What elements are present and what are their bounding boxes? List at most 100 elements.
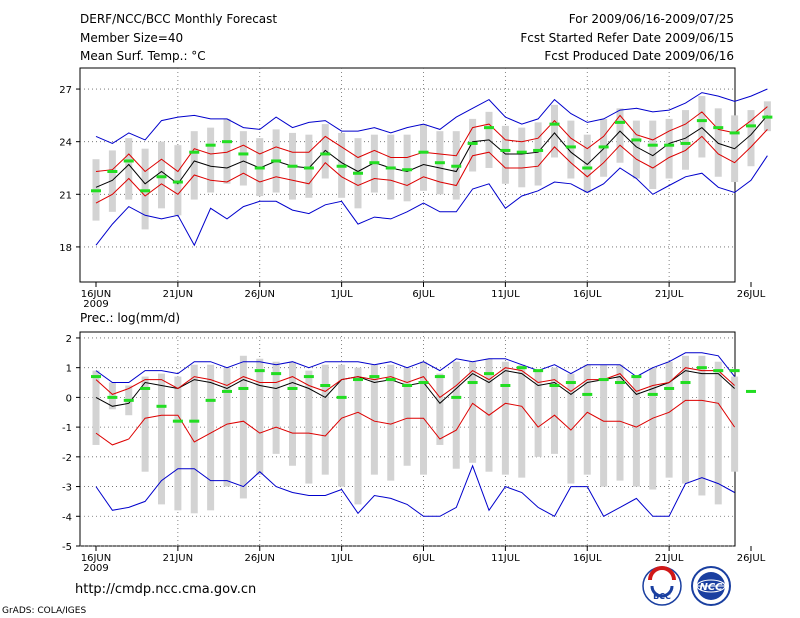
x-tick-label: 11JUL — [491, 553, 520, 564]
median-marker — [631, 138, 642, 142]
median-marker — [582, 166, 593, 170]
median-marker — [303, 166, 314, 170]
ensemble-box — [501, 361, 509, 475]
y-tick-label: 1 — [66, 364, 72, 375]
y-tick-label: 18 — [59, 243, 72, 254]
ensemble-box — [682, 110, 689, 170]
median-marker — [598, 378, 609, 382]
median-marker — [271, 372, 282, 376]
temperature-panel: 18 21 24 27 16JUN 21JUN 26JUN 1JUL 6JUL 11JUL 16JU… — [59, 67, 773, 310]
median-marker — [385, 166, 396, 170]
maximum-line — [95, 352, 735, 383]
ensemble-box — [125, 138, 133, 200]
x-tick-label: 1JUL — [331, 553, 354, 564]
median-marker — [516, 366, 527, 370]
median-marker — [467, 381, 478, 385]
ensemble-box — [108, 150, 116, 212]
ensemble-box — [518, 364, 526, 478]
chart-title: DERF/NCC/BCC Monthly Forecast — [80, 12, 278, 26]
median-marker — [107, 169, 118, 173]
median-marker — [647, 392, 658, 396]
ensemble-box — [239, 131, 247, 186]
x-tick-label: 21JUL — [655, 553, 684, 564]
y-tick-label: -1 — [62, 423, 72, 434]
ensemble-box — [731, 376, 739, 472]
median-marker — [615, 120, 625, 124]
mean-spread-line — [95, 129, 768, 204]
fcst-produced-date: Fcst Produced Date 2009/06/16 — [544, 49, 734, 63]
median-marker — [222, 389, 232, 393]
median-marker — [729, 369, 740, 373]
median-marker — [418, 381, 429, 385]
ensemble-box — [272, 361, 280, 454]
ensemble-box — [403, 367, 411, 466]
median-marker — [729, 131, 740, 135]
median-marker — [451, 164, 462, 168]
prec-variable-label: Prec.: log(mm/d) — [80, 311, 181, 325]
ensemble-box — [190, 364, 198, 514]
median-marker — [189, 419, 200, 423]
median-marker — [189, 150, 200, 154]
median-marker — [500, 384, 511, 387]
median-marker — [123, 159, 134, 163]
ensemble-box — [551, 367, 558, 454]
y-tick-label: 21 — [59, 190, 72, 201]
median-marker — [172, 180, 183, 184]
median-marker — [140, 386, 151, 390]
x-tick-label: 6JUL — [412, 553, 435, 564]
ensemble-box — [534, 370, 542, 457]
member-size-label: Member Size=40 — [80, 31, 184, 45]
temp-variable-label: Mean Surf. Temp.: °C — [80, 49, 206, 63]
median-marker — [222, 140, 232, 144]
y-tick-label: 27 — [59, 85, 72, 96]
y-tick-label: -2 — [62, 453, 72, 464]
median-marker — [565, 145, 576, 149]
x-tick-label: 1JUL — [331, 289, 354, 300]
x-year-label: 2009 — [83, 563, 108, 574]
x-tick-label: 26JUN — [245, 289, 275, 300]
ensemble-box — [420, 124, 427, 191]
ensemble-box — [501, 125, 509, 184]
ensemble-box — [305, 370, 313, 484]
x-tick-label: 26JUN — [245, 553, 275, 564]
median-marker — [287, 386, 298, 390]
y-tick-label: 24 — [59, 138, 72, 149]
ensemble-box — [469, 361, 477, 463]
ncc-logo-text: NCC — [699, 582, 723, 593]
x-tick-label: 16JUL — [573, 553, 602, 564]
forecast-period: For 2009/06/16-2009/07/25 — [568, 12, 734, 26]
y-tick-label: 0 — [66, 393, 72, 404]
x-tick-label: 16JUL — [573, 289, 602, 300]
median-marker — [336, 395, 347, 399]
ensemble-box — [403, 134, 411, 202]
median-marker — [484, 372, 494, 376]
median-marker — [140, 189, 151, 193]
ensemble-box — [141, 148, 149, 230]
median-marker — [746, 389, 756, 393]
median-marker — [369, 161, 380, 165]
median-marker — [320, 152, 331, 156]
ensemble-box — [583, 364, 591, 475]
ensemble-box — [305, 134, 313, 198]
median-marker — [402, 384, 413, 387]
ensemble-box — [714, 108, 722, 177]
median-marker — [434, 161, 445, 165]
median-marker — [565, 381, 576, 385]
ensemble-box — [469, 118, 477, 172]
x-tick-label: 6JUL — [412, 289, 435, 300]
footer-url[interactable]: http://cmdp.ncc.cma.gov.cn — [75, 582, 257, 597]
x-tick-label: 16JUN — [81, 289, 111, 300]
y-tick-label: -3 — [62, 483, 72, 494]
median-marker — [533, 369, 544, 373]
median-marker — [238, 386, 249, 390]
ensemble-box — [158, 141, 165, 209]
median-marker — [762, 115, 773, 119]
median-marker — [303, 375, 314, 379]
bcc-logo: BCC — [642, 566, 682, 606]
ensemble-mean-line — [95, 370, 735, 407]
median-marker — [549, 384, 560, 387]
ensemble-box — [534, 122, 542, 186]
median-marker — [353, 171, 363, 175]
median-marker — [631, 375, 642, 379]
median-marker — [205, 143, 216, 147]
